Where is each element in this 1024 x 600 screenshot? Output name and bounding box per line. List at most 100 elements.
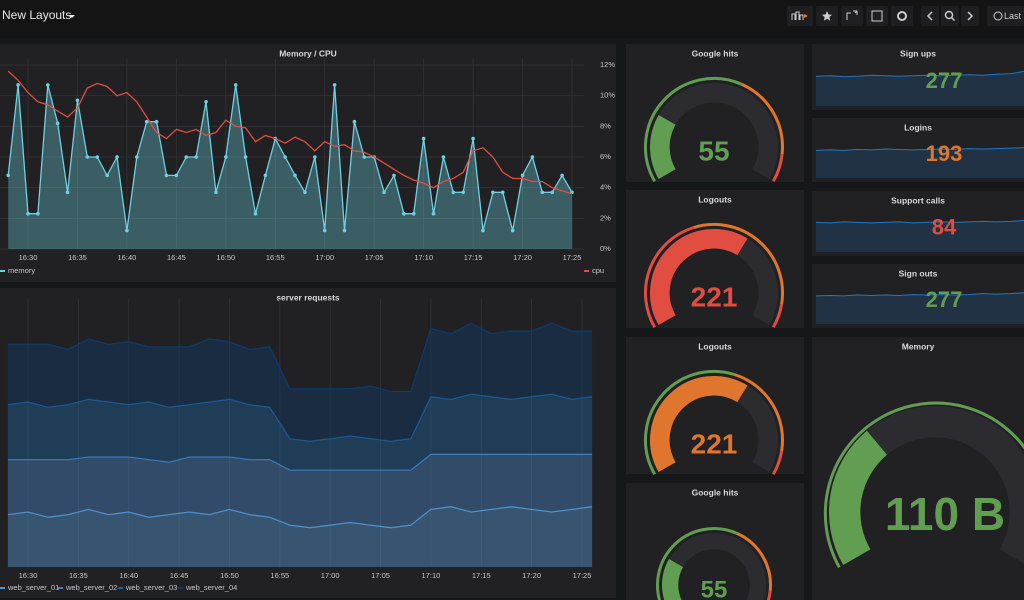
series-line: [7, 70, 573, 195]
gauge-fill: [662, 559, 684, 600]
data-point: [263, 173, 268, 178]
time-picker-button[interactable]: [987, 6, 1024, 26]
x-tick-label: 17:25: [573, 571, 592, 580]
sparkline-area: [816, 220, 1024, 252]
x-tick-label: 16:40: [119, 571, 138, 580]
data-point: [6, 173, 11, 178]
stacked-band: [7, 506, 593, 567]
y-tick-label: 10%: [600, 91, 615, 100]
y-tick-label: 2%: [600, 213, 611, 222]
gauge-fill: [650, 228, 748, 325]
gauge-threshold: [741, 83, 784, 155]
add-panel-icon: [791, 11, 804, 20]
panel-title: Memory / CPU: [279, 48, 337, 58]
x-tick-label: 17:10: [414, 253, 433, 262]
x-tick-label: 16:30: [19, 571, 38, 580]
series-line: [7, 322, 593, 393]
x-tick-label: 16:45: [170, 571, 189, 580]
stacked-band: [7, 394, 593, 471]
title-caret[interactable]: [69, 15, 75, 18]
legend-label: cpu: [592, 266, 604, 275]
clock-icon: [993, 11, 1003, 21]
data-point: [441, 155, 446, 159]
legend-label: web_server_04: [185, 583, 237, 592]
x-tick-label: 17:20: [513, 253, 532, 262]
data-point: [283, 155, 287, 159]
data-point: [550, 190, 555, 195]
data-point: [332, 83, 337, 87]
data-point: [500, 190, 505, 195]
data-point: [461, 190, 466, 195]
data-point: [164, 173, 169, 178]
data-point: [392, 173, 396, 178]
gauge-fill: [650, 115, 676, 179]
data-point: [16, 83, 20, 87]
data-point: [95, 155, 100, 159]
panel-title: Google hits: [692, 487, 739, 497]
x-tick-label: 16:50: [220, 571, 239, 580]
data-point: [530, 155, 535, 159]
zoom-icon: [944, 10, 954, 20]
gauge-value: 221: [691, 281, 738, 312]
x-tick-label: 17:05: [365, 253, 384, 262]
gauge-fill: [650, 375, 748, 472]
share-button[interactable]: [841, 6, 863, 26]
data-point: [540, 190, 545, 195]
data-point: [352, 119, 357, 124]
data-point: [85, 155, 90, 159]
x-tick-label: 16:55: [266, 253, 285, 262]
y-tick-label: 4%: [600, 183, 611, 192]
sparkline-line: [815, 70, 1024, 78]
data-point: [451, 190, 456, 195]
gauge-fill: [828, 430, 888, 566]
stat-value: 277: [926, 68, 963, 93]
sparkline-area: [816, 71, 1024, 106]
panel: [812, 191, 1024, 256]
x-tick-label: 16:50: [216, 253, 235, 262]
gauge-value: 110 B: [885, 488, 1005, 540]
save-icon: [871, 10, 883, 22]
sparkline-area: [816, 292, 1024, 324]
time-back-icon: [926, 11, 933, 21]
time-back-button[interactable]: [921, 6, 939, 26]
gauge-threshold: [823, 401, 1024, 569]
data-point: [135, 155, 139, 159]
data-point: [194, 155, 198, 159]
panel-title: server requests: [276, 292, 340, 302]
data-point: [36, 211, 40, 216]
series-line: [7, 393, 593, 442]
x-tick-label: 17:15: [472, 571, 491, 580]
x-tick-label: 16:35: [69, 571, 88, 580]
panel-title: Logouts: [698, 341, 732, 351]
data-point: [154, 119, 159, 124]
panel: [0, 288, 616, 598]
settings-icon: [897, 11, 907, 21]
data-point: [224, 155, 228, 159]
stat-value: 84: [932, 214, 957, 239]
zoom-out-button[interactable]: [941, 6, 959, 26]
panel-title: Memory: [902, 341, 935, 351]
data-point: [65, 190, 70, 195]
dashboard-title[interactable]: New Layouts: [2, 8, 71, 22]
gauge-threshold: [693, 222, 785, 305]
y-tick-label: 0%: [600, 244, 611, 253]
settings-button[interactable]: [891, 6, 913, 26]
y-tick-label: 12%: [600, 60, 615, 69]
time-forward-button[interactable]: [961, 6, 979, 26]
gauge-threshold: [771, 450, 784, 476]
data-point: [174, 173, 179, 178]
stat-value: 193: [926, 141, 963, 166]
data-point: [243, 155, 248, 159]
panel-title: Google hits: [692, 48, 739, 58]
gauge-threshold: [643, 369, 735, 476]
data-point: [233, 83, 238, 87]
save-button[interactable]: [866, 6, 888, 26]
data-point: [313, 155, 317, 159]
panel-title: Logouts: [698, 194, 732, 204]
data-point: [214, 190, 218, 195]
data-point: [75, 98, 80, 103]
gauge-threshold: [643, 226, 695, 329]
gauge-value: 221: [691, 428, 738, 459]
time-range[interactable]: Last: [1004, 11, 1022, 21]
